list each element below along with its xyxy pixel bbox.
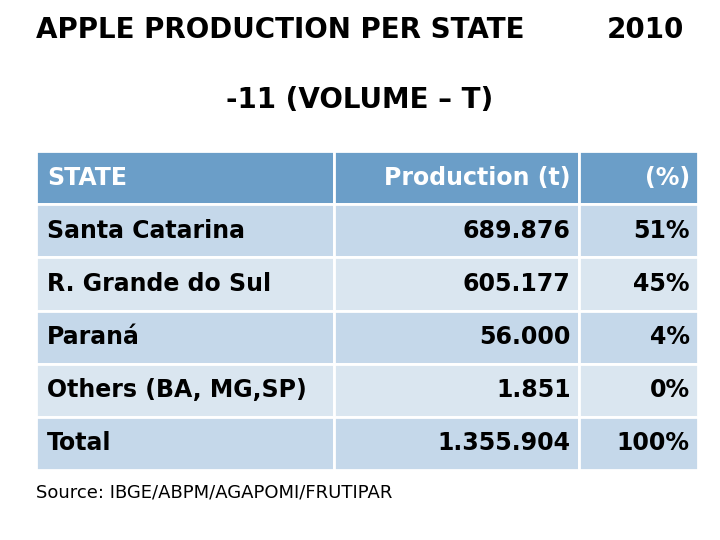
- Text: APPLE PRODUCTION PER STATE: APPLE PRODUCTION PER STATE: [36, 16, 524, 44]
- Text: Others (BA, MG,SP): Others (BA, MG,SP): [47, 378, 307, 402]
- Text: 100%: 100%: [617, 431, 690, 455]
- Text: R. Grande do Sul: R. Grande do Sul: [47, 272, 271, 296]
- Text: -11 (VOLUME – T): -11 (VOLUME – T): [226, 86, 494, 114]
- Text: 51%: 51%: [634, 219, 690, 243]
- Text: 4%: 4%: [649, 325, 690, 349]
- Text: (%): (%): [644, 166, 690, 190]
- Text: 1.851: 1.851: [496, 378, 570, 402]
- Text: 0%: 0%: [649, 378, 690, 402]
- Text: 1.355.904: 1.355.904: [438, 431, 570, 455]
- Text: STATE: STATE: [47, 166, 127, 190]
- Text: 56.000: 56.000: [479, 325, 570, 349]
- Text: Paraná: Paraná: [47, 325, 140, 349]
- Text: Production (t): Production (t): [384, 166, 570, 190]
- Text: 689.876: 689.876: [463, 219, 570, 243]
- Text: 605.177: 605.177: [463, 272, 570, 296]
- Text: Santa Catarina: Santa Catarina: [47, 219, 245, 243]
- Text: 45%: 45%: [634, 272, 690, 296]
- Text: 2010: 2010: [607, 16, 684, 44]
- Text: Source: IBGE/ABPM/AGAPOMI/FRUTIPAR: Source: IBGE/ABPM/AGAPOMI/FRUTIPAR: [36, 483, 392, 501]
- Text: Total: Total: [47, 431, 112, 455]
